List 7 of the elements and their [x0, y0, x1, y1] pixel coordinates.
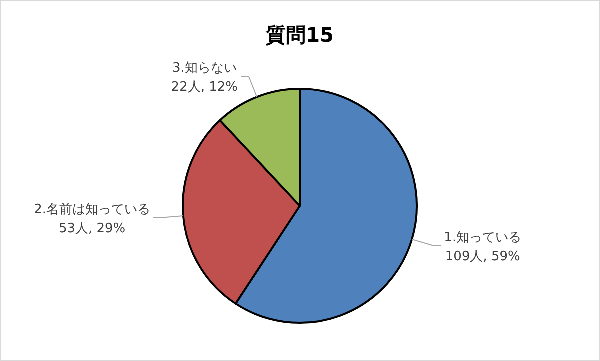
- data-label: 22人, 12%: [171, 80, 238, 96]
- data-label: 53人, 29%: [58, 221, 126, 236]
- chart-title: 質問15: [265, 23, 334, 47]
- slice-label: 3.知らない: [172, 61, 237, 76]
- data-label: 109人, 59%: [445, 249, 520, 264]
- slice-label: 1.知っている: [444, 230, 522, 246]
- slice-label: 2.名前は知っている: [34, 202, 151, 218]
